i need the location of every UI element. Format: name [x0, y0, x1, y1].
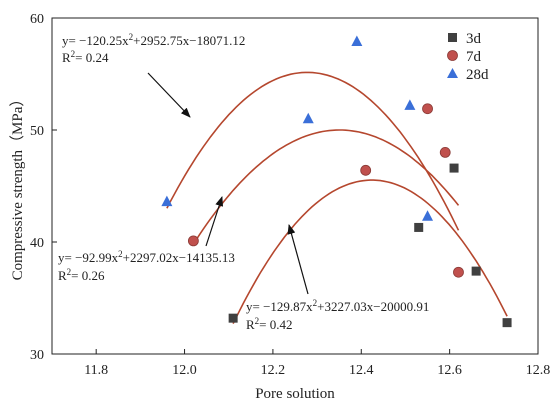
point-3d — [471, 266, 481, 276]
y-tick-label: 30 — [30, 348, 44, 363]
equation-28d: y= −120.25x2+2952.75x−18071.12 R2= 0.24 — [62, 32, 245, 118]
arrow-7d — [205, 196, 224, 247]
legend-label-3d: 3d — [466, 31, 482, 47]
y-tick-label: 60 — [30, 12, 44, 27]
r2-28d-exponent: 2 — [71, 49, 76, 59]
point-28d — [351, 35, 363, 47]
fit-curve-28d — [166, 71, 460, 231]
svg-text:y= −129.87x2+3227.03x−20000.91: y= −129.87x2+3227.03x−20000.91 — [246, 298, 429, 314]
svg-text:y= −120.25x2+2952.75x−18071.12: y= −120.25x2+2952.75x−18071.12 — [62, 32, 245, 48]
r2-3d-exponent: 2 — [255, 316, 260, 326]
svg-text:R2= 0.26: R2= 0.26 — [58, 267, 105, 283]
equation-3d-tail: +3227.03x−20000.91 — [317, 299, 429, 314]
legend-label-28d: 28d — [466, 67, 489, 83]
data-points — [161, 35, 512, 328]
equation-3d-main: y= −129.87x — [246, 299, 313, 314]
point-28d — [302, 112, 314, 124]
equation-28d-main: y= −120.25x — [62, 33, 129, 48]
r2-3d-prefix: R — [246, 317, 255, 332]
legend-marker-28d — [447, 68, 458, 78]
equation-3d-exponent: 2 — [313, 298, 318, 308]
svg-text:R2= 0.24: R2= 0.24 — [62, 49, 109, 65]
legend-label-7d: 7d — [466, 49, 482, 65]
x-tick-label: 12.2 — [261, 363, 286, 378]
point-7d — [439, 146, 451, 158]
r2-3d-value: = 0.42 — [259, 317, 292, 332]
svg-text:R2= 0.42: R2= 0.42 — [246, 316, 293, 332]
point-3d — [502, 318, 512, 328]
r2-7d-exponent: 2 — [67, 267, 72, 277]
legend: 3d 7d 28d — [447, 31, 489, 83]
equation-7d-exponent: 2 — [118, 249, 123, 259]
x-tick-label: 12.8 — [526, 363, 550, 378]
fit-curve-3d — [232, 179, 508, 324]
arrow-28d — [147, 72, 191, 118]
r2-7d-prefix: R — [58, 268, 67, 283]
point-28d — [404, 99, 416, 110]
equation-7d-tail: +2297.02x−14135.13 — [123, 250, 235, 265]
point-3d — [228, 313, 238, 323]
equation-3d: y= −129.87x2+3227.03x−20000.91 R2= 0.42 — [246, 224, 429, 332]
x-axis-title: Pore solution — [255, 386, 335, 402]
point-7d — [187, 235, 199, 247]
arrow-3d — [287, 224, 309, 295]
svg-text:y= −92.99x2+2297.02x−14135.13: y= −92.99x2+2297.02x−14135.13 — [58, 249, 235, 265]
r2-28d-value: = 0.24 — [75, 50, 109, 65]
point-3d — [414, 222, 424, 232]
equation-7d: y= −92.99x2+2297.02x−14135.13 R2= 0.26 — [58, 196, 235, 283]
point-7d — [422, 103, 433, 115]
y-tick-label: 40 — [30, 236, 44, 251]
x-tick-label: 12.0 — [172, 363, 197, 378]
plot-frame — [51, 17, 539, 355]
point-28d — [161, 195, 173, 207]
fit-curves — [166, 71, 508, 324]
equation-28d-exponent: 2 — [129, 32, 134, 42]
y-axis-title: Compressive strength（MPa） — [9, 92, 26, 281]
point-7d — [360, 164, 372, 176]
point-7d — [453, 266, 464, 278]
y-tick-label: 50 — [30, 124, 44, 139]
x-tick-label: 12.4 — [349, 363, 374, 378]
equation-28d-tail: +2952.75x−18071.12 — [133, 33, 245, 48]
x-tick-label: 11.8 — [84, 363, 108, 378]
fit-curve-7d — [192, 129, 460, 245]
r2-7d-value: = 0.26 — [71, 268, 105, 283]
legend-marker-7d — [447, 50, 458, 61]
point-3d — [449, 163, 459, 173]
x-tick-label: 12.6 — [437, 363, 462, 378]
r2-28d-prefix: R — [62, 50, 71, 65]
legend-marker-3d — [448, 33, 457, 42]
point-28d — [422, 210, 434, 221]
equation-7d-main: y= −92.99x — [58, 250, 119, 265]
axis-ticks: 11.8 12.0 12.2 12.4 12.6 12.8 30 40 50 60 — [30, 12, 550, 378]
